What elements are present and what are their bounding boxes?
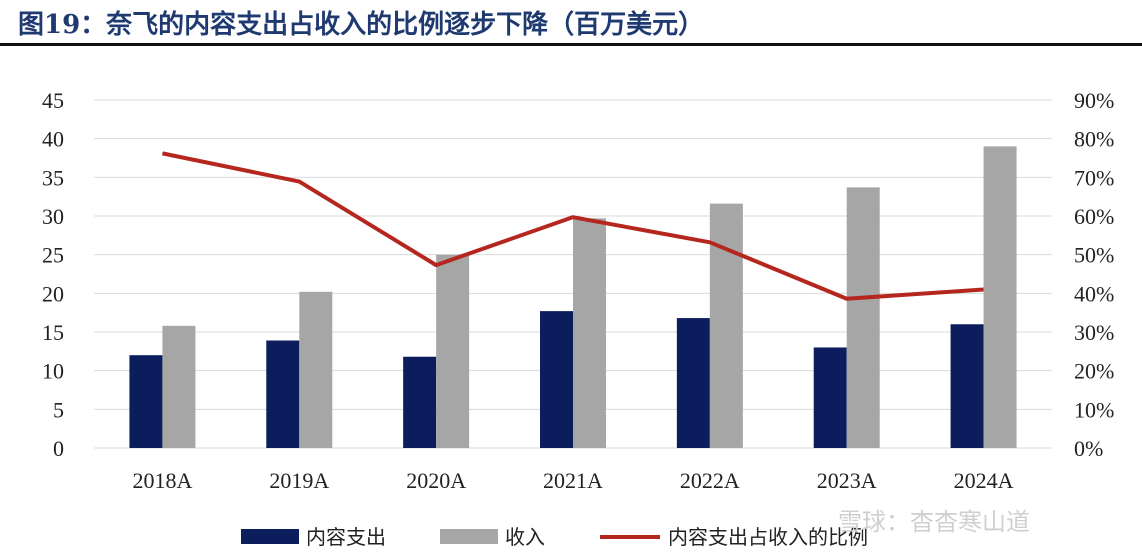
x-axis-ticks: 2018A 2019A 2020A 2021A 2022A 2023A 2024A (132, 468, 1013, 493)
x-tick-label: 2023A (817, 468, 877, 493)
x-tick-label: 2024A (954, 468, 1014, 493)
title-bar: 图19：奈飞的内容支出占收入的比例逐步下降（百万美元） (0, 0, 1142, 46)
right-tick-label: 70% (1074, 165, 1114, 190)
left-tick-label: 35 (42, 165, 64, 190)
content-spend-bar (266, 340, 300, 448)
revenue-bar (299, 291, 333, 448)
x-tick-label: 2019A (269, 468, 329, 493)
legend-label-ratio: 内容支出占收入的比例 (668, 525, 868, 549)
right-tick-label: 30% (1074, 320, 1114, 345)
content-spend-bar (950, 324, 984, 448)
legend-swatch-content-spend (241, 529, 299, 544)
left-tick-label: 10 (42, 359, 64, 384)
content-spend-bar (129, 355, 163, 448)
left-tick-label: 25 (42, 243, 64, 268)
content-spend-bar (540, 311, 573, 448)
revenue-bar (846, 187, 880, 449)
legend-label-content-spend: 内容支出 (306, 525, 386, 549)
left-tick-label: 0 (53, 436, 64, 461)
bars (129, 146, 1017, 449)
left-tick-label: 20 (42, 281, 64, 306)
revenue-bar (573, 218, 606, 448)
left-tick-label: 40 (42, 127, 64, 152)
revenue-bar (709, 203, 743, 448)
left-axis-ticks: 0 5 10 15 20 25 30 35 40 45 (42, 88, 64, 461)
content-spend-bar (676, 318, 710, 448)
revenue-bar (436, 254, 470, 448)
right-tick-label: 60% (1074, 204, 1114, 229)
revenue-bar (983, 146, 1017, 448)
revenue-bar (162, 325, 196, 448)
right-tick-label: 10% (1074, 397, 1114, 422)
legend: 内容支出 收入 内容支出占收入的比例 (241, 525, 868, 549)
right-tick-label: 90% (1074, 88, 1114, 113)
right-axis-ticks: 0% 10% 20% 30% 40% 50% 60% 70% 80% 90% (1074, 88, 1114, 461)
watermark: 雪球：杳杳寒山道 (838, 508, 1030, 536)
legend-label-revenue: 收入 (505, 525, 545, 549)
right-tick-label: 0% (1074, 436, 1103, 461)
right-tick-label: 80% (1074, 127, 1114, 152)
x-tick-label: 2020A (406, 468, 466, 493)
legend-swatch-revenue (440, 529, 498, 544)
figure-title: 图19：奈飞的内容支出占收入的比例逐步下降（百万美元） (18, 10, 705, 40)
left-tick-label: 30 (42, 204, 64, 229)
left-tick-label: 5 (53, 397, 64, 422)
x-tick-label: 2018A (132, 468, 192, 493)
ratio-line (162, 151, 984, 301)
right-tick-label: 50% (1074, 243, 1114, 268)
right-tick-label: 40% (1074, 281, 1114, 306)
x-tick-label: 2021A (543, 468, 603, 493)
content-spend-bar (813, 347, 847, 448)
content-spend-bar (403, 356, 437, 448)
left-tick-label: 45 (42, 88, 64, 113)
left-tick-label: 15 (42, 320, 64, 345)
right-tick-label: 20% (1074, 359, 1114, 384)
x-tick-label: 2022A (680, 468, 740, 493)
